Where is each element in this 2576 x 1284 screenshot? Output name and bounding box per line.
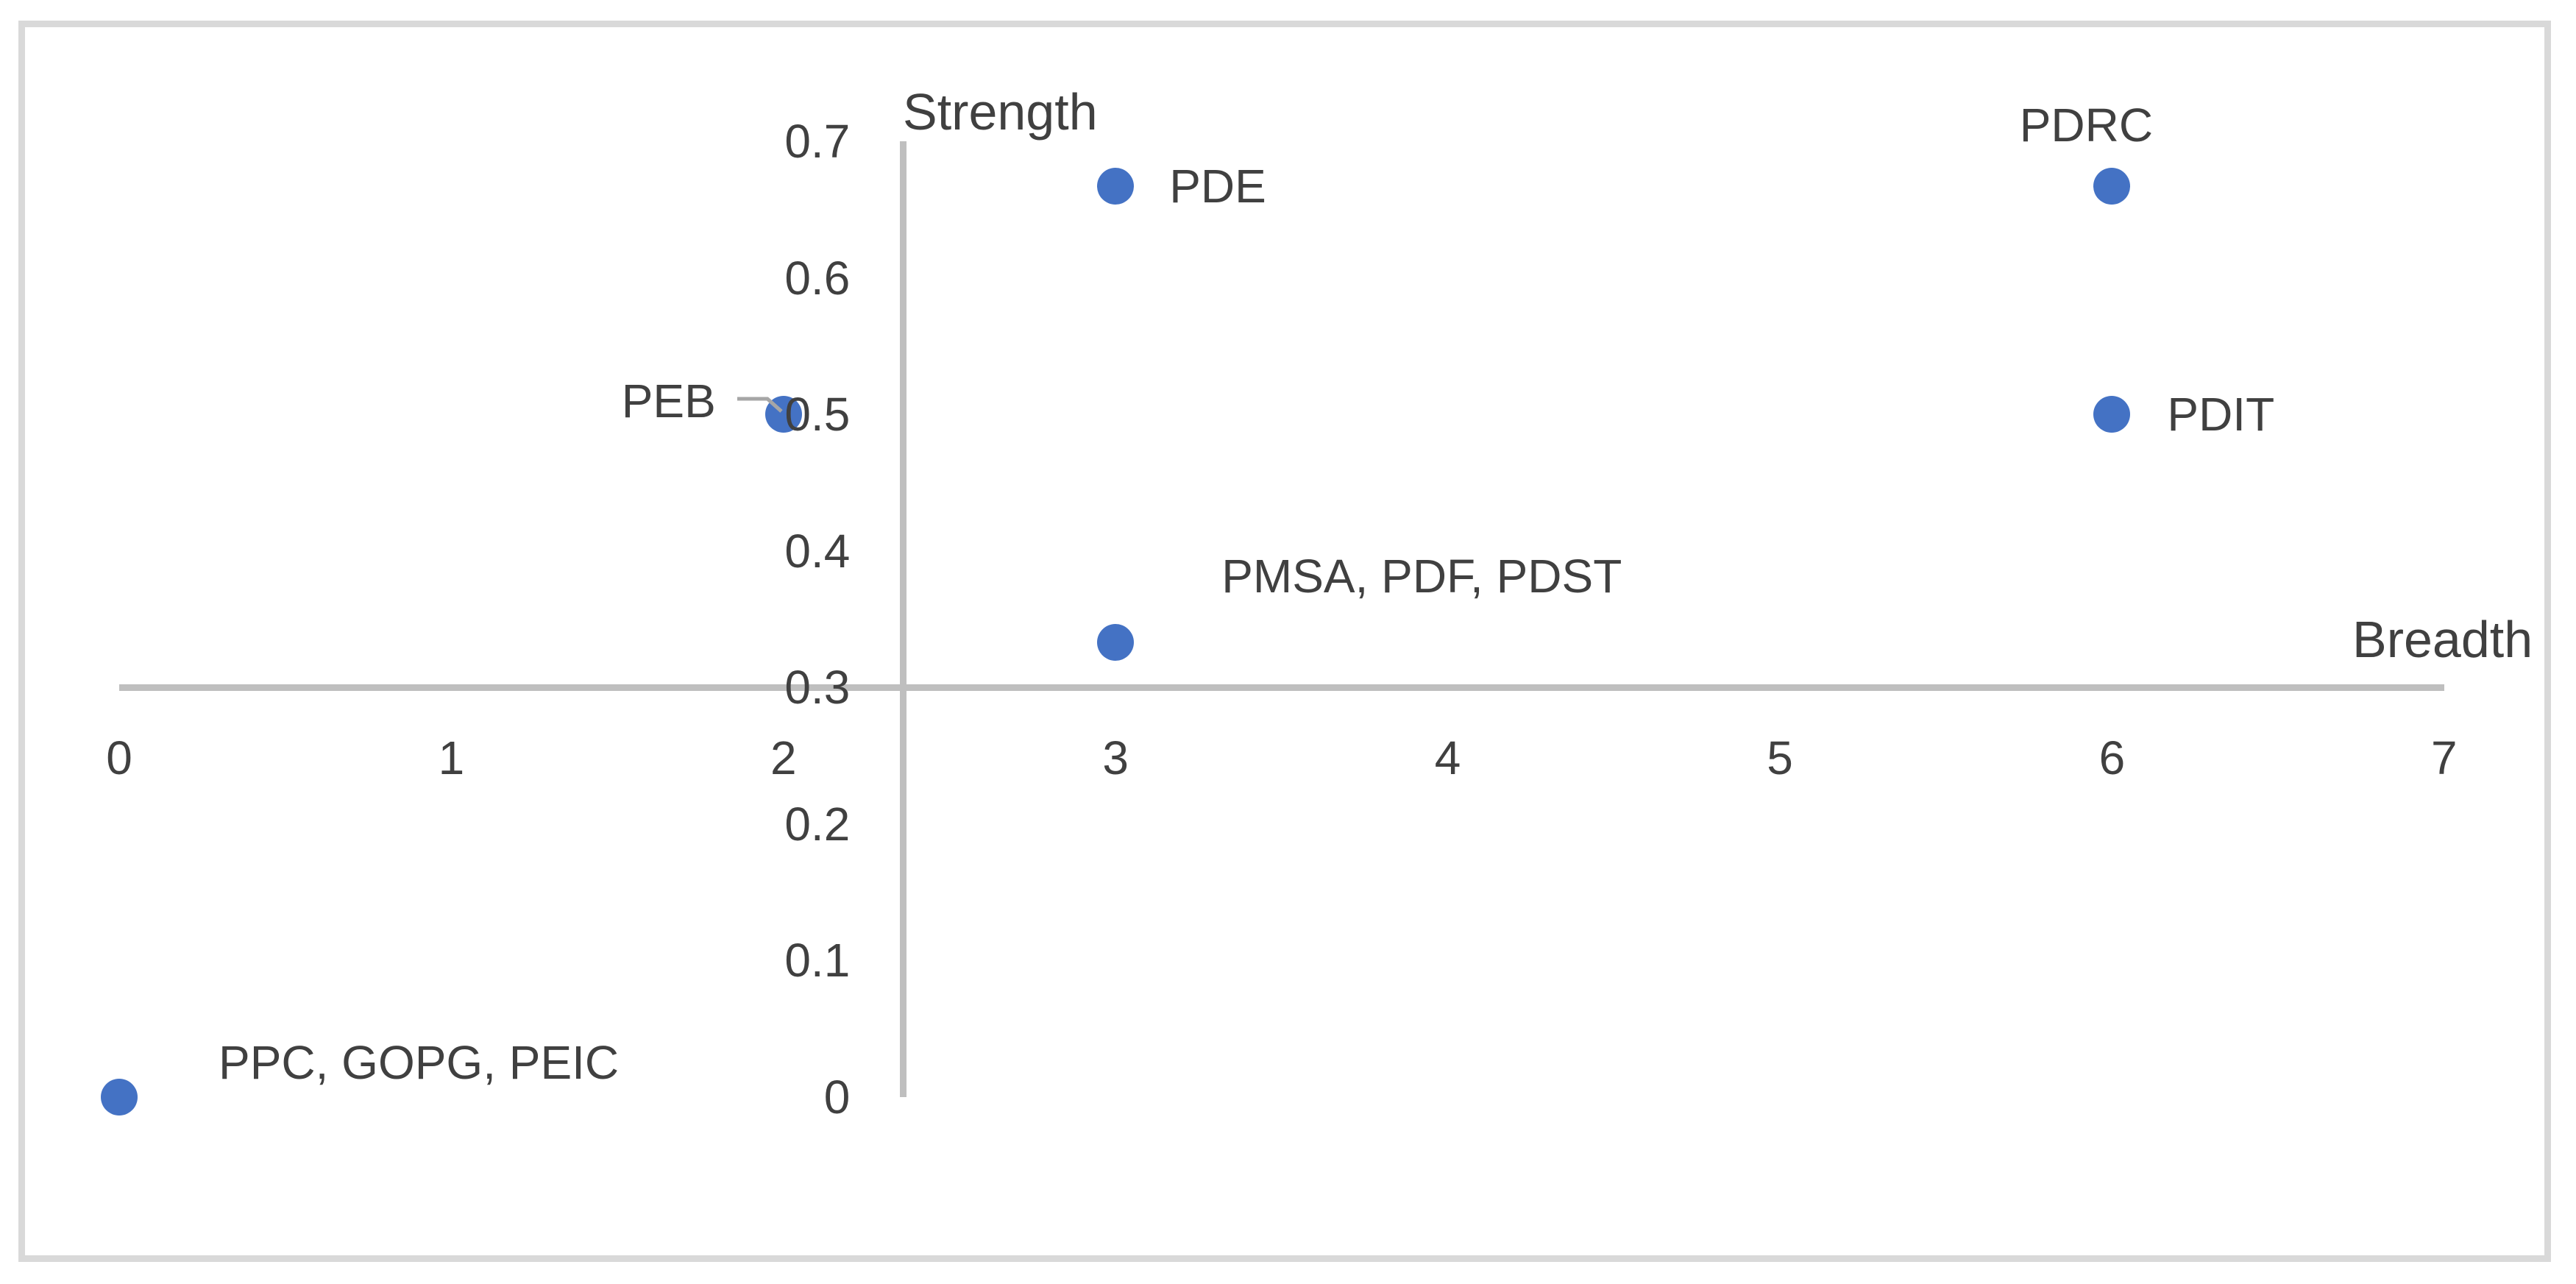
data-label-peb: PEB bbox=[621, 375, 716, 428]
chart-border bbox=[18, 21, 2551, 1262]
x-axis-title: Breadth bbox=[2352, 611, 2533, 668]
x-tick-5: 5 bbox=[1767, 731, 1793, 784]
x-tick-3: 3 bbox=[1102, 731, 1129, 784]
data-label-pde: PDE bbox=[1169, 160, 1266, 213]
y-tick-0-5: 0.5 bbox=[784, 388, 851, 441]
y-tick-0-3: 0.3 bbox=[784, 661, 851, 714]
data-label-pdrc: PDRC bbox=[2019, 99, 2154, 152]
x-tick-2: 2 bbox=[770, 731, 797, 784]
data-label-pmsa-pdf-pdst: PMSA, PDF, PDST bbox=[1221, 549, 1622, 603]
y-tick-0-7: 0.7 bbox=[784, 115, 851, 168]
x-axis-line bbox=[119, 684, 2444, 691]
y-tick-0-4: 0.4 bbox=[784, 524, 851, 578]
x-tick-1: 1 bbox=[438, 731, 465, 784]
x-tick-0: 0 bbox=[106, 731, 132, 784]
data-point-pmsa-pdf-pdst bbox=[1097, 623, 1135, 661]
data-point-ppc-gopg-peic bbox=[101, 1078, 138, 1115]
data-point-pde bbox=[1097, 168, 1135, 205]
data-label-pdit: PDIT bbox=[2167, 388, 2275, 441]
x-tick-7: 7 bbox=[2431, 731, 2458, 784]
y-axis-title: Strength bbox=[903, 83, 1098, 141]
data-point-pdit bbox=[2093, 396, 2131, 433]
y-tick-0: 0 bbox=[823, 1070, 851, 1124]
y-tick-0-2: 0.2 bbox=[784, 797, 851, 851]
data-label-ppc-gopg-peic: PPC, GOPG, PEIC bbox=[219, 1035, 620, 1089]
y-axis-line bbox=[899, 141, 906, 1097]
x-tick-4: 4 bbox=[1434, 731, 1461, 784]
y-tick-0-1: 0.1 bbox=[784, 934, 851, 987]
peb-leader-line bbox=[737, 397, 783, 413]
leader-polyline bbox=[737, 397, 783, 413]
data-point-pdrc bbox=[2093, 168, 2131, 205]
y-tick-0-6: 0.6 bbox=[784, 251, 851, 305]
x-tick-6: 6 bbox=[2098, 731, 2126, 784]
